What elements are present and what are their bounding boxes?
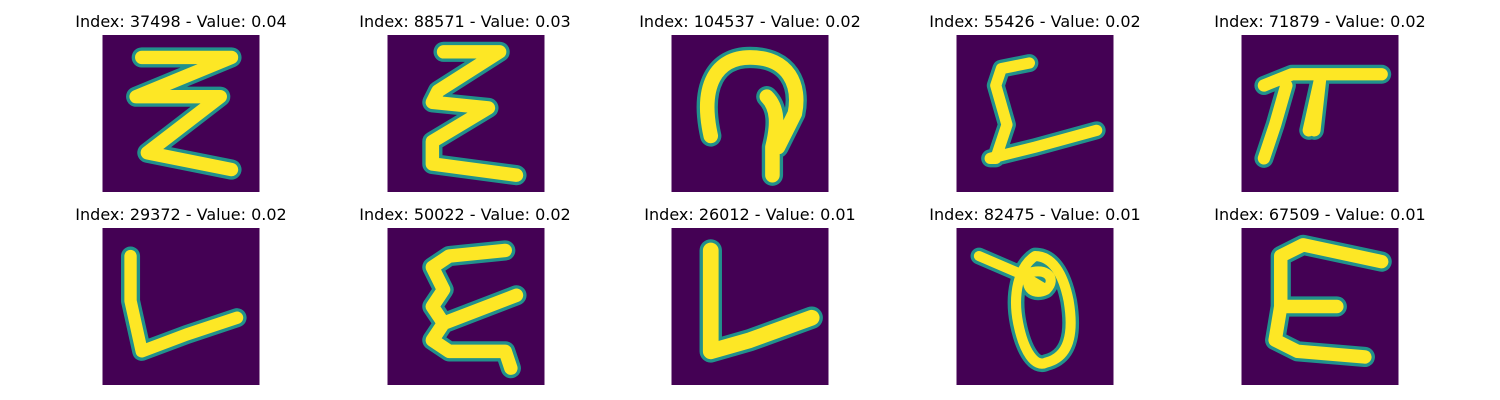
- digit-image-9: [956, 228, 1114, 385]
- tile-title-1: Index: 37498 - Value: 0.04: [75, 12, 287, 31]
- digit-image-8: [671, 228, 829, 385]
- tile-title-2: Index: 88571 - Value: 0.03: [359, 12, 571, 31]
- digit-image-1: [102, 35, 260, 192]
- tile-title-6: Index: 29372 - Value: 0.02: [75, 205, 287, 224]
- digit-image-10: [1241, 228, 1399, 385]
- tile-title-5: Index: 71879 - Value: 0.02: [1214, 12, 1426, 31]
- digit-image-3: [671, 35, 829, 192]
- digit-image-7: [387, 228, 545, 385]
- digit-image-5: [1241, 35, 1399, 192]
- tile-title-8: Index: 26012 - Value: 0.01: [644, 205, 856, 224]
- tile-title-7: Index: 50022 - Value: 0.02: [359, 205, 571, 224]
- digit-image-2: [387, 35, 545, 192]
- tile-title-4: Index: 55426 - Value: 0.02: [929, 12, 1141, 31]
- tile-title-10: Index: 67509 - Value: 0.01: [1214, 205, 1426, 224]
- digit-image-4: [956, 35, 1114, 192]
- digit-image-6: [102, 228, 260, 385]
- tile-title-3: Index: 104537 - Value: 0.02: [639, 12, 861, 31]
- tile-title-9: Index: 82475 - Value: 0.01: [929, 205, 1141, 224]
